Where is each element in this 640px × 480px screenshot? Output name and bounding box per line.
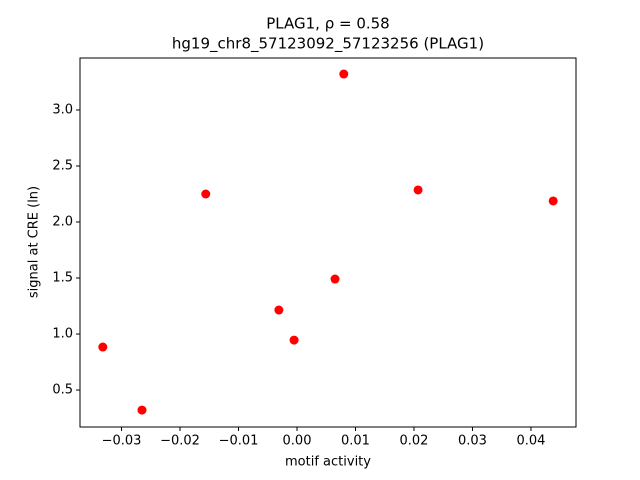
- x-tick-label: −0.01: [219, 434, 259, 449]
- x-tick-label: −0.03: [102, 434, 142, 449]
- chart-subtitle: hg19_chr8_57123092_57123256 (PLAG1): [172, 35, 484, 54]
- point: [274, 305, 284, 315]
- point: [330, 274, 340, 284]
- x-tick-label: 0.02: [400, 434, 429, 449]
- y-axis-label: signal at CRE (ln): [27, 186, 42, 298]
- x-tick-label: 0.03: [458, 434, 487, 449]
- x-tick-label: 0.01: [341, 434, 370, 449]
- y-tick-label: 2.5: [52, 158, 73, 173]
- point: [339, 69, 349, 79]
- x-tick-label: 0.00: [283, 434, 312, 449]
- x-axis-label: motif activity: [285, 455, 371, 470]
- point: [201, 189, 211, 199]
- y-tick-label: 3.0: [52, 102, 73, 117]
- point: [548, 196, 558, 206]
- point: [289, 335, 299, 345]
- x-tick-label: 0.04: [516, 434, 545, 449]
- y-tick-label: 1.0: [52, 327, 73, 342]
- point: [413, 185, 423, 195]
- y-tick-label: 1.5: [52, 271, 73, 286]
- chart-title: PLAG1, ρ = 0.58: [266, 15, 389, 33]
- y-tick-label: 0.5: [52, 383, 73, 398]
- plot-frame: [79, 57, 577, 428]
- x-tick-label: −0.02: [160, 434, 200, 449]
- point: [137, 405, 147, 415]
- y-tick-label: 2.0: [52, 215, 73, 230]
- point: [98, 342, 108, 352]
